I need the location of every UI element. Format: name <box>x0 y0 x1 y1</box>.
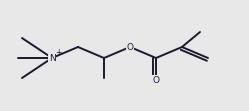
Text: O: O <box>126 43 133 52</box>
Text: N: N <box>49 54 55 62</box>
Text: +: + <box>55 48 61 56</box>
Text: O: O <box>152 75 160 84</box>
